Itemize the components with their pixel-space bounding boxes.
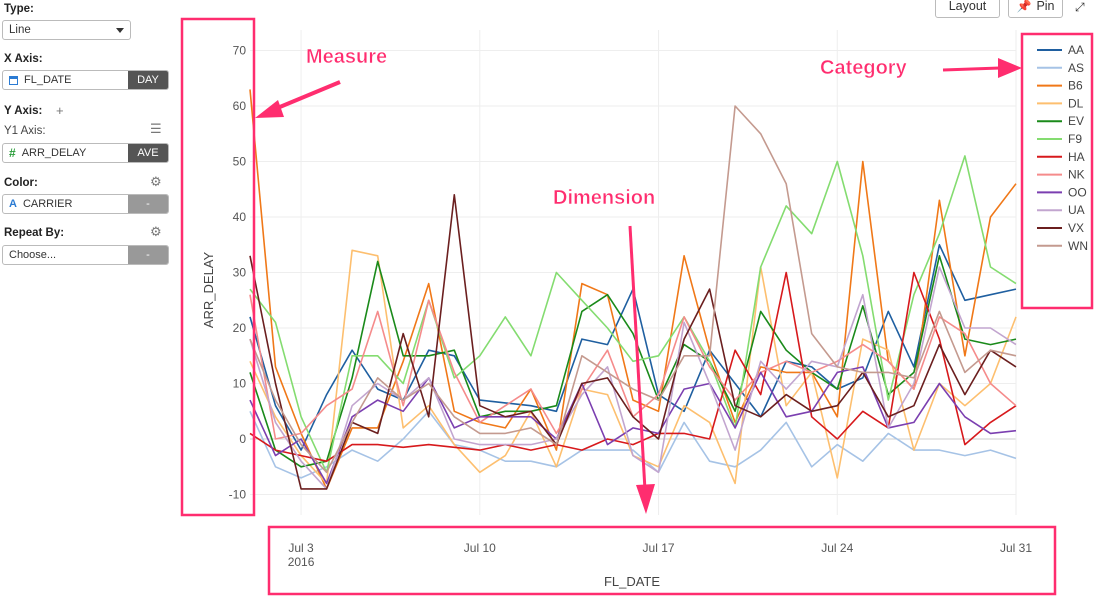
legend-label: AA [1068,43,1084,57]
repeat-by-label: Repeat By: [4,227,65,239]
color-aggregation-button[interactable]: - [128,195,168,213]
series-lines [249,89,1017,490]
color-column: CARRIER [22,198,73,210]
y-axis-title: ARR_DELAY [201,251,216,328]
pin-label: Pin [1036,0,1055,13]
menu-icon[interactable]: ☰ [150,121,162,136]
gear-icon[interactable]: ⚙ [150,224,162,239]
repeat-by-aggregation-button[interactable]: - [128,246,168,264]
expand-icon[interactable]: ⤢ [1075,0,1085,14]
layout-button[interactable]: Layout [935,0,1000,18]
xaxis-label: X Axis: [4,53,43,65]
legend-item-as[interactable]: AS [1037,61,1084,75]
legend-label: EV [1068,114,1084,128]
repeat-by-placeholder: Choose... [9,249,57,261]
series-line-as [249,410,1017,479]
measure-annotation: Measure [306,46,387,68]
legend-label: WN [1068,239,1088,253]
category-arrowhead [998,58,1022,78]
legend-item-vx[interactable]: VX [1037,221,1084,235]
series-line-ua [249,266,1017,490]
pin-button[interactable]: 📌 Pin [1008,0,1063,18]
yaxis-label: Y Axis: [4,105,43,117]
legend-label: B6 [1068,79,1083,93]
series-line-wn [249,105,1017,474]
x-tick-label: Jul 17 [643,541,675,555]
legend-item-ha[interactable]: HA [1037,150,1085,164]
legend-label: OO [1068,185,1087,199]
category-highlight-box [1020,32,1094,310]
repeat-by-field[interactable]: Choose... - [2,245,169,265]
yaxis-aggregation-button[interactable]: AVE [128,144,168,162]
legend-item-wn[interactable]: WN [1037,239,1088,253]
measure-arrow [274,80,341,111]
series-line-vx [249,194,1017,490]
dimension-highlight-box [267,525,1057,596]
y-tick-label: 50 [233,155,247,169]
category-arrow [942,66,1001,72]
hash-icon: # [9,146,16,160]
type-label: Type: [4,3,34,15]
y-tick-label: 70 [233,44,247,58]
measure-arrowhead [255,100,284,118]
calendar-icon [9,75,18,85]
legend-label: HA [1068,150,1085,164]
chart-type-select[interactable]: Line [2,20,131,40]
xaxis-field[interactable]: FL_DATE DAY [2,70,169,90]
series-line-ev [249,255,1017,468]
y-tick-label: 10 [233,377,247,391]
category-annotation: Category [820,57,908,79]
legend-label: VX [1068,221,1084,235]
legend-item-dl[interactable]: DL [1037,96,1084,110]
legend-item-nk[interactable]: NK [1037,168,1085,182]
config-panel: Type: Line X Axis: FL_DATE DAY Y Axis: +… [0,0,172,601]
xaxis-aggregation-button[interactable]: DAY [128,71,168,89]
legend-label: UA [1068,203,1085,217]
y-tick-label: 60 [233,99,247,113]
xaxis-column: FL_DATE [24,74,72,86]
legend-item-ua[interactable]: UA [1037,203,1085,217]
y-tick-label: 30 [233,266,247,280]
legend-item-ev[interactable]: EV [1037,114,1084,128]
color-label: Color: [4,177,38,189]
measure-highlight-box [180,17,256,517]
pin-icon: 📌 [1016,0,1032,13]
chart-type-value: Line [9,24,31,36]
legend-label: AS [1068,61,1084,75]
plus-icon[interactable]: + [56,103,64,118]
dimension-arrow [628,225,647,491]
y-tick-label: 40 [233,210,247,224]
legend-label: NK [1068,168,1085,182]
gear-icon[interactable]: ⚙ [150,174,162,189]
y-tick-label: -10 [229,488,247,502]
legend-label: DL [1068,96,1084,110]
x-tick-label: Jul 31 [1000,541,1032,555]
color-field[interactable]: A CARRIER - [2,194,169,214]
legend-label: F9 [1068,132,1082,146]
y-tick-label: 20 [233,321,247,335]
text-type-icon: A [9,198,17,210]
x-tick-label: Jul 10 [464,541,496,555]
y1-axis-label: Y1 Axis: [4,125,46,137]
x-tick-label: Jul 24 [821,541,853,555]
dimension-arrowhead [636,484,655,514]
legend-item-b6[interactable]: B6 [1037,79,1083,93]
dimension-annotation: Dimension [553,187,655,209]
legend-item-f9[interactable]: F9 [1037,132,1082,146]
series-line-f9 [249,155,1017,474]
layout-label: Layout [948,0,987,13]
x-tick-sublabel: 2016 [288,555,315,569]
legend-item-aa[interactable]: AA [1037,43,1084,57]
caret-down-icon [116,28,124,33]
x-axis-title: FL_DATE [604,574,660,589]
yaxis-field[interactable]: # ARR_DELAY AVE [2,143,169,163]
legend-item-oo[interactable]: OO [1037,185,1087,199]
y-tick-label: 0 [239,432,246,446]
x-tick-label: Jul 3 [288,541,314,555]
yaxis-column: ARR_DELAY [21,147,87,159]
y-axis-ticks: -10 0 10 20 30 40 50 60 70 [229,44,247,502]
legend: AA AS B6 DL EV F9 HA NK OO UA VX WN [1037,43,1088,253]
